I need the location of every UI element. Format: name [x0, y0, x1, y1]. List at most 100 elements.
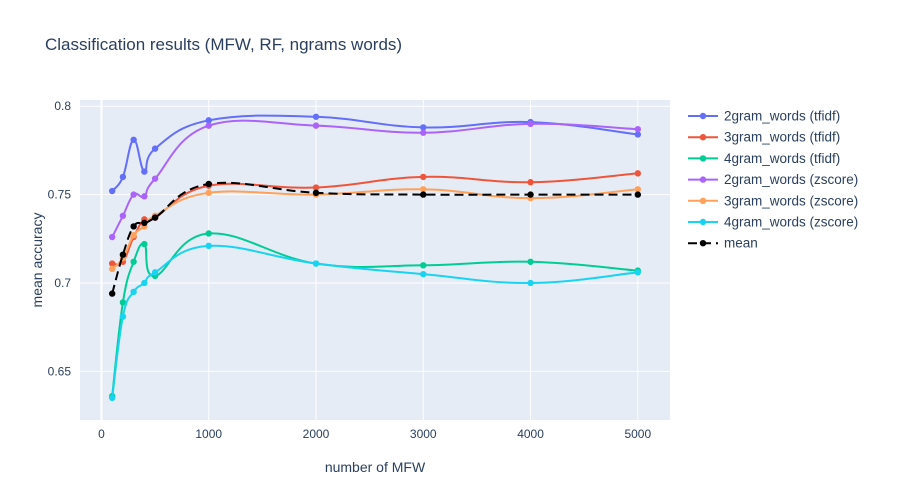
data-point [312, 260, 320, 267]
data-point [130, 288, 137, 296]
x-tick-label: 5000 [624, 427, 651, 441]
data-point [634, 191, 642, 198]
data-point [634, 131, 642, 138]
data-point [420, 173, 427, 181]
legend-item[interactable]: 2gram_words (zscore) [688, 172, 858, 187]
data-point [420, 124, 427, 131]
data-point [141, 168, 148, 175]
legend-label: 2gram_words (zscore) [724, 172, 858, 187]
data-point [108, 394, 116, 402]
legend-label: 4gram_words (tfidf) [724, 151, 840, 166]
legend-swatch-marker [699, 240, 707, 247]
y-tick-label: 0.65 [48, 364, 72, 378]
data-point [141, 193, 148, 200]
x-tick-label: 4000 [517, 427, 544, 441]
legend-item[interactable]: 2gram_words (tfidf) [688, 109, 840, 124]
legend-item[interactable]: 4gram_words (zscore) [688, 215, 858, 230]
legend-label: 3gram_words (tfidf) [724, 130, 840, 145]
data-point [119, 212, 127, 220]
y-axis-ticks: 0.65 0.7 0.75 0.8 [48, 99, 72, 378]
data-point [205, 180, 212, 188]
data-point [141, 240, 148, 248]
data-point [141, 219, 148, 227]
data-point [119, 173, 127, 181]
data-point [527, 279, 534, 287]
legend-item[interactable]: 3gram_words (zscore) [688, 193, 858, 208]
data-point [205, 242, 212, 250]
y-axis-label: mean accuracy [29, 213, 45, 308]
series-5 [108, 242, 642, 402]
plot-background [80, 100, 670, 420]
x-tick-label: 1000 [195, 427, 222, 441]
data-point [420, 129, 427, 136]
data-point [312, 122, 320, 129]
data-point [108, 233, 116, 241]
legend-swatch-marker [699, 155, 707, 162]
data-point [130, 136, 137, 143]
data-point [151, 145, 159, 152]
data-point [205, 189, 212, 197]
data-point [420, 270, 427, 278]
data-point [634, 125, 642, 133]
y-tick-label: 0.75 [48, 188, 72, 202]
data-point [527, 258, 534, 265]
data-point [151, 175, 159, 182]
x-axis-label: number of MFW [325, 459, 426, 475]
y-tick-label: 0.7 [54, 276, 71, 290]
data-point [119, 299, 127, 306]
data-point [205, 117, 212, 124]
x-tick-label: 2000 [303, 427, 330, 441]
data-point [141, 279, 148, 287]
data-point [634, 186, 642, 193]
data-point [420, 186, 427, 193]
data-point [634, 170, 642, 177]
series-3 [108, 119, 642, 241]
legend-swatch-marker [699, 134, 707, 141]
data-point [130, 223, 137, 230]
data-point [151, 269, 159, 276]
data-point [108, 290, 116, 297]
y-tick-label: 0.8 [54, 99, 71, 113]
data-point [130, 258, 137, 265]
data-point [205, 230, 212, 237]
legend-label: 4gram_words (zscore) [724, 215, 858, 230]
data-point [527, 179, 534, 186]
legend-item[interactable]: mean [688, 236, 758, 251]
data-point [130, 191, 137, 198]
x-axis-ticks: 0 1000 2000 3000 4000 5000 [98, 427, 651, 441]
data-point [119, 251, 127, 258]
legend-swatch-marker [699, 218, 707, 226]
data-point [108, 187, 116, 195]
data-point [420, 191, 427, 198]
legend-label: 3gram_words (zscore) [724, 193, 858, 208]
legend[interactable]: 2gram_words (tfidf) 3gram_words (tfidf) 4g… [688, 109, 858, 251]
data-point [205, 122, 212, 129]
x-tick-label: 0 [98, 427, 105, 441]
data-point [312, 113, 320, 120]
data-point [634, 269, 642, 276]
data-point [527, 120, 534, 128]
data-point [108, 260, 116, 267]
data-point [119, 313, 127, 320]
data-point [108, 265, 116, 273]
data-point [312, 184, 320, 191]
data-point [312, 189, 320, 197]
legend-swatch-marker [699, 197, 707, 204]
legend-label: 2gram_words (tfidf) [724, 109, 840, 124]
chart-title: Classification results (MFW, RF, ngrams … [45, 35, 402, 54]
legend-swatch-marker [699, 176, 707, 183]
x-tick-label: 3000 [410, 427, 437, 441]
data-point [130, 232, 137, 239]
series-6 [108, 180, 642, 297]
legend-item[interactable]: 3gram_words (tfidf) [688, 130, 840, 145]
series-layer [108, 113, 642, 402]
data-point [420, 262, 427, 269]
data-point [527, 191, 534, 198]
legend-label: mean [724, 236, 758, 251]
legend-swatch-marker [699, 112, 707, 120]
series-2 [108, 230, 642, 400]
legend-item[interactable]: 4gram_words (tfidf) [688, 151, 840, 166]
data-point [151, 214, 159, 221]
